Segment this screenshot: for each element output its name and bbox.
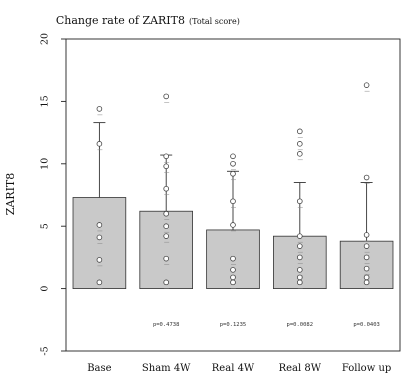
data-points-layer (96, 82, 370, 289)
data-point (96, 257, 103, 263)
data-point (163, 163, 170, 170)
data-point (163, 210, 170, 217)
data-point (296, 233, 303, 239)
data-point (230, 267, 236, 273)
data-point (96, 222, 103, 228)
data-point (296, 274, 303, 281)
data-point (163, 255, 170, 262)
data-point (96, 234, 103, 241)
chart-title: Change rate of ZARIT8 (56, 14, 185, 27)
p-value-label: p=0.4738 (153, 322, 180, 328)
data-point (230, 161, 236, 167)
data-point (296, 243, 303, 249)
data-point (363, 279, 370, 286)
data-point (230, 255, 236, 262)
y-axis-label: ZARIT8 (4, 173, 17, 216)
data-point (163, 93, 170, 100)
y-axis: -5 0 5 10 15 20 (40, 33, 66, 356)
chart-title-suffix: (Total score) (189, 17, 240, 26)
x-category-label: Real 8W (279, 363, 322, 374)
x-axis-categories: Base Sham 4W Real 4W Real 8W Follow up (87, 363, 391, 374)
data-point (230, 279, 236, 286)
data-point (296, 198, 303, 205)
p-value-label: p=0.0403 (353, 322, 380, 328)
p-value-label: p=0.0082 (287, 322, 314, 328)
x-category-label: Sham 4W (142, 363, 191, 374)
y-tick-label: 0 (40, 286, 51, 292)
data-point (163, 185, 170, 192)
data-point (163, 233, 170, 239)
plot-frame (65, 38, 401, 352)
bar (139, 210, 193, 289)
y-tick-label: -5 (40, 346, 51, 355)
data-point (296, 128, 303, 135)
p-value-label: p=0.1235 (220, 322, 247, 328)
data-point (230, 222, 236, 228)
data-point (296, 151, 303, 157)
data-point (163, 153, 170, 160)
p-values-layer: p=0.4738 p=0.1235 p=0.0082 p=0.0403 (153, 322, 380, 328)
data-point (163, 279, 170, 286)
x-category-label: Follow up (342, 363, 391, 374)
data-point (230, 153, 236, 160)
data-point (96, 106, 103, 112)
data-point (363, 254, 370, 261)
data-point (230, 274, 236, 281)
data-point (296, 141, 303, 147)
data-point (363, 274, 370, 281)
y-tick-label: 20 (40, 33, 51, 45)
y-tick-label: 10 (40, 158, 51, 170)
data-point (363, 174, 370, 181)
data-point (96, 141, 103, 147)
x-category-label: Base (87, 363, 111, 374)
y-tick-label: 15 (40, 95, 51, 107)
data-point (363, 232, 370, 238)
data-point (230, 170, 236, 177)
data-point (296, 254, 303, 261)
data-point (363, 82, 370, 88)
data-point (96, 279, 103, 286)
data-point (296, 279, 303, 286)
data-point (163, 223, 170, 230)
data-point (363, 243, 370, 249)
data-point (363, 265, 370, 272)
data-point (296, 267, 303, 273)
x-category-label: Real 4W (212, 363, 255, 374)
y-tick-label: 5 (40, 223, 51, 229)
bar (72, 197, 127, 289)
data-point (230, 198, 236, 205)
